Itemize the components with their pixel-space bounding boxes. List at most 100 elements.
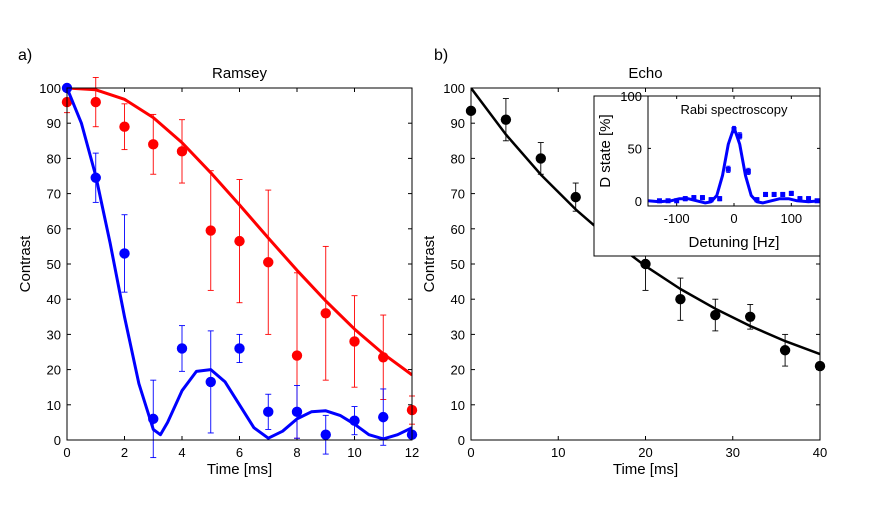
- chart-title: Ramsey: [212, 65, 268, 82]
- y-tick-label: 0: [635, 194, 642, 209]
- data-point: [708, 197, 714, 203]
- y-tick-label: 20: [47, 363, 61, 378]
- y-axis-label: Contrast: [17, 235, 34, 293]
- y-tick-label: 10: [451, 398, 465, 413]
- data-point: [806, 196, 812, 202]
- data-point: [797, 196, 803, 202]
- y-tick-label: 70: [47, 187, 61, 202]
- x-tick-label: 12: [405, 445, 419, 460]
- series-group: [648, 125, 820, 205]
- x-tick-label: 0: [467, 445, 474, 460]
- data-point: [745, 168, 751, 174]
- x-tick-label: 100: [780, 211, 802, 226]
- x-tick-label: 40: [813, 445, 827, 460]
- data-point: [737, 133, 743, 139]
- data-point: [699, 195, 705, 201]
- data-point: [119, 121, 130, 132]
- data-point: [814, 198, 820, 204]
- y-axis-label: Contrast: [421, 235, 438, 293]
- chart-title: Echo: [628, 65, 662, 82]
- data-point: [263, 257, 274, 268]
- data-point: [176, 146, 188, 157]
- series-group: [61, 82, 418, 459]
- y-tick-label: 40: [47, 292, 61, 307]
- x-tick-label: 6: [236, 445, 243, 460]
- data-point: [675, 294, 686, 305]
- data-point: [745, 311, 756, 322]
- y-tick-label: 0: [54, 433, 61, 448]
- data-point: [535, 153, 546, 164]
- y-tick-label: 20: [451, 363, 465, 378]
- panel-b-label: b): [434, 47, 448, 64]
- data-point: [263, 406, 274, 418]
- y-tick-label: 40: [451, 292, 465, 307]
- y-tick-label: 50: [47, 257, 61, 272]
- data-point: [320, 308, 331, 319]
- data-point: [378, 352, 389, 363]
- y-tick-label: 60: [47, 222, 61, 237]
- y-tick-label: 70: [451, 187, 465, 202]
- x-tick-label: 4: [178, 445, 185, 460]
- data-point: [717, 196, 723, 202]
- data-point: [148, 139, 159, 150]
- data-point: [148, 413, 159, 425]
- y-axis-label: D state [%]: [597, 114, 614, 187]
- data-point: [682, 196, 688, 202]
- data-point: [234, 235, 245, 247]
- data-point: [320, 429, 331, 440]
- ramsey-chart: 0 2 4 6 8 10 12 0 10 20 30 40 50 60 70 80 90 100 Ramsey Tim…: [17, 65, 419, 478]
- x-tick-label: 10: [347, 445, 361, 460]
- data-point: [90, 172, 101, 183]
- inset-background: [594, 96, 820, 256]
- x-tick-label: 10: [551, 445, 565, 460]
- data-point: [291, 406, 303, 418]
- data-point: [205, 376, 216, 388]
- y-tick-label: 60: [451, 222, 465, 237]
- y-tick-label: 90: [47, 116, 61, 131]
- data-point: [349, 336, 360, 347]
- data-point: [500, 114, 512, 125]
- plot-frame: [470, 87, 821, 441]
- panel-a-label: a): [18, 47, 32, 64]
- data-point: [710, 309, 721, 321]
- y-tick-label: 0: [458, 433, 465, 448]
- plot-frame: [66, 87, 413, 441]
- x-tick-label: -100: [664, 211, 690, 226]
- data-point: [291, 350, 303, 361]
- data-point: [378, 411, 389, 423]
- x-tick-label: 2: [121, 445, 128, 460]
- data-point: [763, 191, 769, 197]
- y-tick-label: 100: [443, 81, 465, 96]
- series-group: [61, 76, 418, 439]
- x-axis-label: Time [ms]: [207, 461, 272, 478]
- y-tick-label: 50: [451, 257, 465, 272]
- data-point: [771, 191, 777, 197]
- data-point: [349, 415, 360, 426]
- inset-frame: [593, 95, 821, 257]
- y-tick-label: 80: [47, 151, 61, 166]
- y-tick-label: 90: [451, 116, 465, 131]
- data-point: [656, 198, 662, 204]
- data-point: [788, 190, 794, 196]
- data-point: [90, 96, 101, 108]
- x-axis-label: Time [ms]: [613, 461, 678, 478]
- data-point: [731, 127, 737, 133]
- data-point: [725, 166, 731, 172]
- echo-chart: 0 10 20 30 40 0 10 20 30 40 50 60 70 80 90 100 Echo Time …: [421, 65, 827, 478]
- x-tick-label: 0: [730, 211, 737, 226]
- x-axis-label: Detuning [Hz]: [689, 234, 780, 251]
- chart-title: Rabi spectroscopy: [681, 102, 788, 117]
- y-tick-label: 30: [451, 327, 465, 342]
- data-point: [119, 248, 130, 259]
- data-point: [665, 198, 671, 204]
- x-tick-label: 30: [726, 445, 740, 460]
- data-point: [570, 191, 581, 203]
- y-tick-label: 100: [39, 81, 61, 96]
- x-tick-label: 0: [63, 445, 70, 460]
- x-tick-label: 20: [638, 445, 652, 460]
- data-point: [176, 343, 188, 354]
- data-point: [691, 195, 697, 201]
- data-point: [674, 198, 680, 204]
